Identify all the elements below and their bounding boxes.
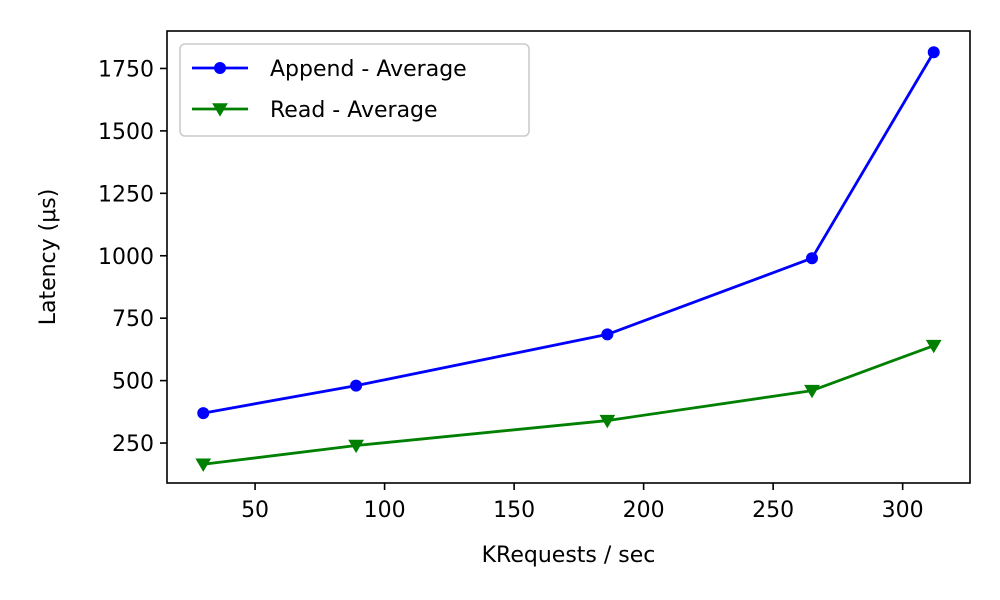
data-point bbox=[925, 339, 942, 354]
legend-box bbox=[179, 43, 530, 137]
x-tick-label: 200 bbox=[623, 498, 665, 523]
x-tick-label: 250 bbox=[752, 498, 794, 523]
y-tick-label: 1500 bbox=[98, 120, 154, 145]
legend-marker bbox=[212, 103, 228, 117]
legend-item: Append - Average bbox=[192, 57, 467, 82]
legend-label: Read - Average bbox=[270, 98, 438, 123]
data-point bbox=[805, 252, 818, 265]
data-point bbox=[804, 384, 820, 399]
data-point bbox=[195, 458, 212, 472]
y-axis-title: Latency (μs) bbox=[36, 189, 61, 326]
legend-label: Append - Average bbox=[270, 57, 467, 82]
y-tick-label: 1000 bbox=[98, 245, 154, 270]
legend-item: Read - Average bbox=[192, 98, 438, 123]
plot-frame bbox=[166, 30, 971, 484]
y-tick-label: 1750 bbox=[98, 57, 154, 82]
data-point bbox=[601, 328, 614, 341]
x-axis-title: KRequests / sec bbox=[482, 543, 656, 568]
y-tick-label: 750 bbox=[112, 307, 154, 332]
x-tick-label: 150 bbox=[493, 498, 535, 523]
x-tick-label: 50 bbox=[241, 498, 269, 523]
y-tick-label: 1250 bbox=[98, 182, 154, 207]
legend: Append - Average Read - Average bbox=[179, 43, 530, 137]
x-axis-ticks: 50 100 150 200 250 300 bbox=[241, 483, 924, 523]
series-0 bbox=[197, 46, 940, 420]
data-point bbox=[197, 407, 210, 420]
data-point bbox=[348, 439, 364, 454]
series-1 bbox=[195, 339, 942, 472]
series-layer bbox=[195, 46, 942, 472]
data-point bbox=[350, 379, 363, 392]
y-tick-label: 500 bbox=[112, 370, 154, 395]
y-tick-label: 250 bbox=[112, 432, 154, 457]
data-point bbox=[927, 46, 940, 59]
data-point bbox=[599, 414, 616, 429]
y-axis-ticks: 250 500 750 1000 1250 1500 1750 bbox=[98, 57, 167, 457]
x-tick-label: 300 bbox=[882, 498, 924, 523]
legend-marker bbox=[214, 62, 226, 74]
x-tick-label: 100 bbox=[364, 498, 406, 523]
